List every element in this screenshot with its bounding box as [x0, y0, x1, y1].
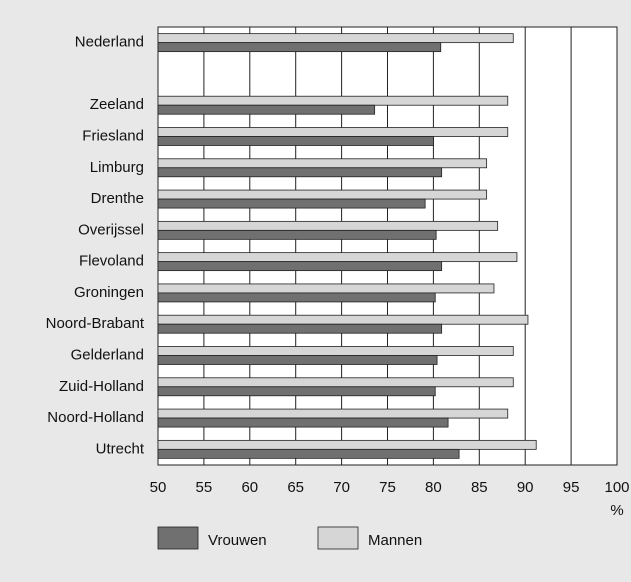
bar: [157, 127, 509, 137]
bar: [157, 283, 495, 294]
bar: [157, 355, 438, 365]
bar: [157, 346, 514, 356]
y-tick-label: Overijssel: [78, 221, 144, 238]
x-tick-label: 85: [471, 479, 488, 496]
bar: [157, 220, 499, 231]
x-tick-label: 80: [425, 479, 442, 496]
bar: [157, 189, 488, 200]
bar: [157, 252, 518, 263]
bar: [157, 33, 514, 44]
bar: [157, 198, 426, 209]
y-tick-label: Flevoland: [79, 253, 144, 270]
y-tick-label: Noord-Brabant: [46, 315, 145, 332]
legend-label: Vrouwen: [208, 532, 267, 549]
bar: [157, 261, 443, 272]
y-tick-label: Friesland: [82, 127, 144, 144]
x-tick-label: 60: [241, 479, 258, 496]
bar: [157, 386, 436, 397]
bar: [157, 229, 437, 240]
bar: [157, 104, 376, 115]
y-tick-label: Groningen: [74, 284, 144, 301]
bar: [157, 408, 509, 419]
x-tick-label: 70: [333, 479, 350, 496]
y-tick-label: Noord-Holland: [47, 409, 144, 426]
y-tick-label: Drenthe: [91, 190, 144, 207]
x-tick-label: 75: [379, 479, 396, 496]
x-tick-label: 100: [604, 479, 629, 496]
y-tick-label: Zeeland: [90, 96, 144, 113]
bar: [157, 95, 509, 106]
legend-swatch: [317, 526, 359, 550]
bar: [157, 323, 443, 334]
bar: [157, 377, 514, 388]
bar: [157, 314, 529, 325]
y-tick-label: Zuid-Holland: [59, 378, 144, 395]
bar: [157, 42, 442, 53]
y-tick-label: Utrecht: [96, 440, 145, 457]
bar: [157, 158, 488, 169]
y-tick-label: Gelderland: [71, 346, 144, 363]
x-tick-label: 65: [287, 479, 304, 496]
legend-swatch: [157, 526, 199, 550]
x-axis-label: %: [610, 502, 623, 519]
bar: [157, 417, 449, 428]
y-tick-label: Nederland: [75, 34, 144, 51]
x-tick-label: 95: [563, 479, 580, 496]
x-tick-label: 50: [150, 479, 167, 496]
x-tick-label: 90: [517, 479, 534, 496]
bar: [157, 136, 434, 146]
legend-label: Mannen: [368, 532, 422, 549]
bar: [157, 448, 460, 459]
bar: [157, 167, 443, 178]
y-tick-label: Limburg: [90, 159, 144, 176]
bar: [157, 292, 436, 303]
bar: [157, 439, 537, 450]
x-tick-label: 55: [196, 479, 213, 496]
